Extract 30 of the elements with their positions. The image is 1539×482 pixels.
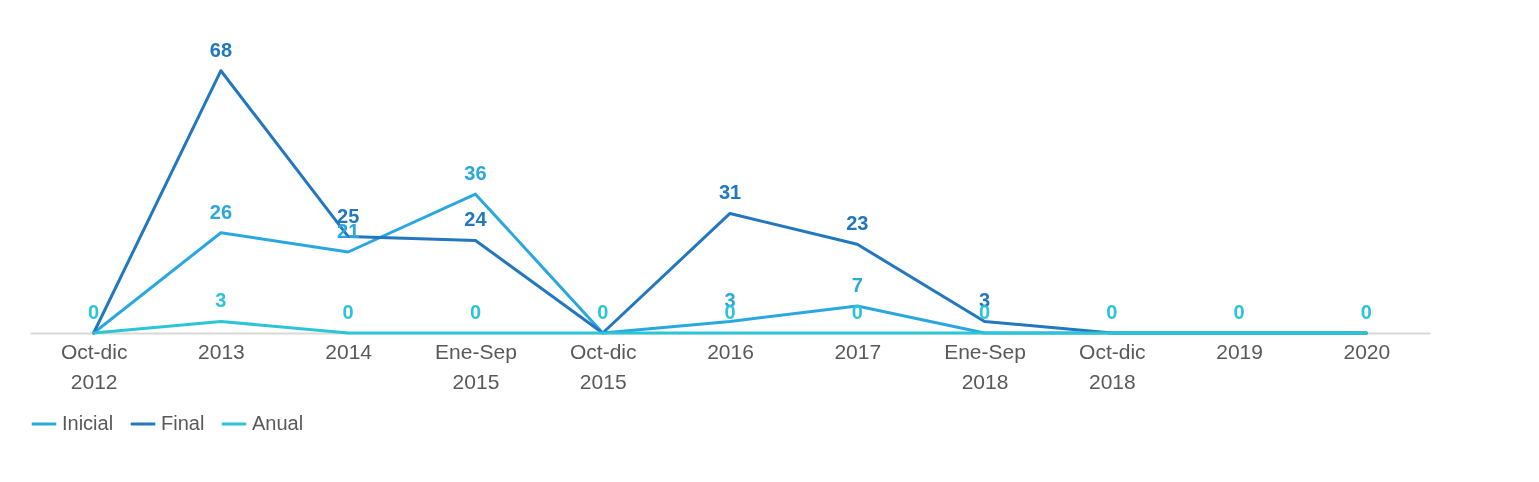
- data-label: 36: [464, 162, 487, 185]
- data-label: 0: [469, 301, 482, 323]
- data-label: 0: [88, 301, 100, 323]
- x-tick-label: Ene-Sep 2015: [435, 339, 517, 393]
- data-label: 24: [464, 208, 488, 231]
- x-tick-label: Ene-Sep 2018: [944, 339, 1026, 393]
- data-label: 68: [209, 38, 233, 61]
- x-tick-label: 2019: [1216, 339, 1263, 363]
- x-tick-label: 2014: [325, 339, 373, 363]
- data-label: 0: [342, 301, 354, 323]
- x-tick-label: 2020: [1343, 339, 1391, 363]
- x-tick-label: 2013: [198, 339, 245, 363]
- data-label: 3: [215, 289, 227, 312]
- data-label: 0: [851, 301, 863, 323]
- x-tick-label: 2017: [834, 339, 882, 363]
- data-label: 0: [1106, 301, 1118, 323]
- data-label: 23: [846, 212, 869, 235]
- x-tick-label: Oct-dic 2015: [569, 339, 637, 393]
- x-tick-label: Oct-dic 2018: [1079, 339, 1146, 393]
- data-label: 0: [1233, 301, 1245, 323]
- data-label: 7: [851, 274, 863, 296]
- data-label: 0: [597, 301, 609, 323]
- x-tick-label: Oct-dic 2012: [60, 339, 128, 393]
- legend-label: Anual: [252, 412, 304, 434]
- data-label: 0: [1360, 301, 1372, 323]
- data-label: 26: [209, 200, 233, 223]
- legend-label: Final: [161, 412, 205, 434]
- legend-label: Inicial: [62, 412, 114, 434]
- data-label: 31: [718, 181, 742, 204]
- x-tick-label: 2016: [707, 339, 754, 363]
